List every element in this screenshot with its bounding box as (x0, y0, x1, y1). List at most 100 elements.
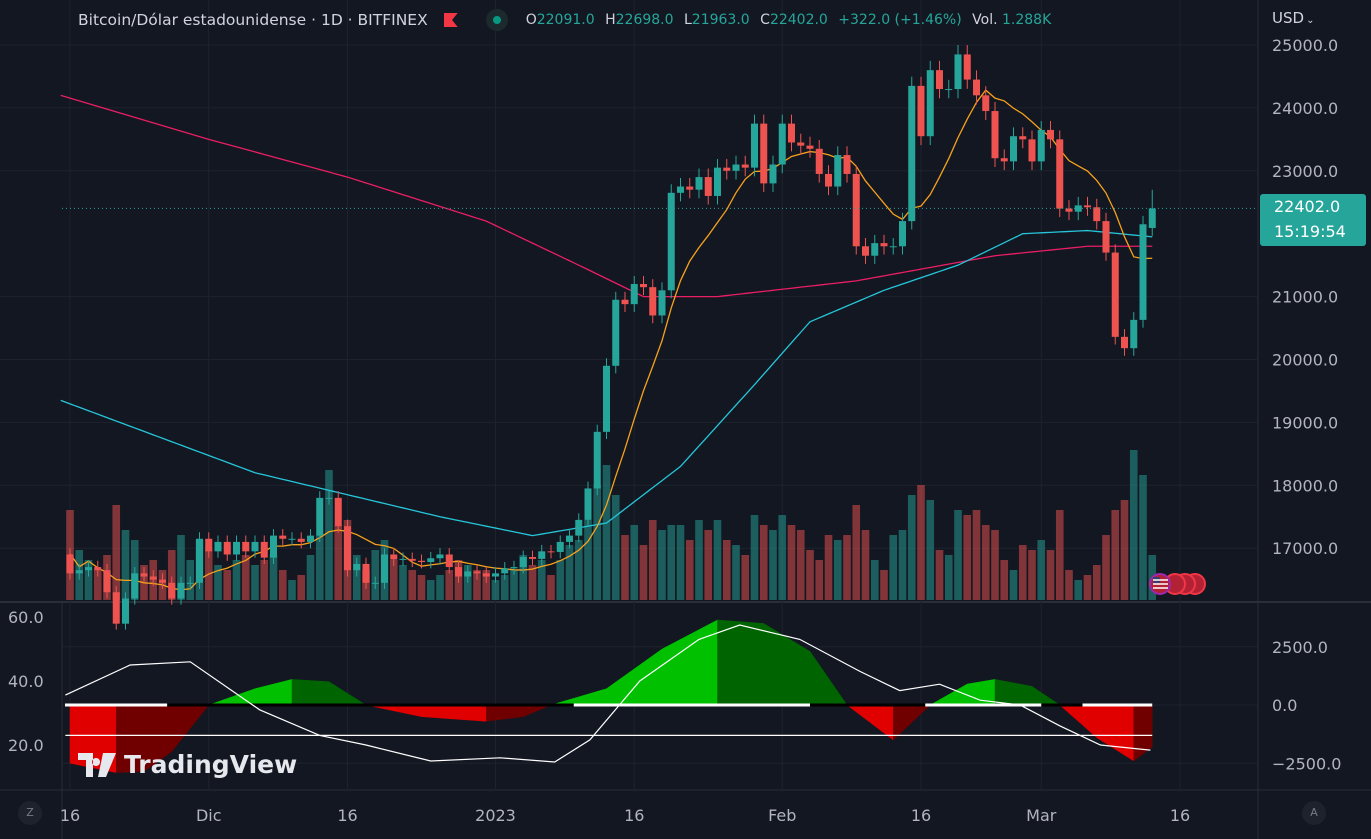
momentum-bar (740, 621, 746, 706)
momentum-bar (791, 639, 797, 706)
candle-body (168, 582, 176, 599)
momentum-bar (444, 704, 450, 719)
candle (103, 563, 111, 599)
candle (815, 139, 823, 183)
candle (159, 573, 166, 590)
volume-bar (759, 525, 768, 600)
candle (834, 146, 842, 196)
volume-bar (121, 530, 130, 600)
tradingview-logo[interactable]: TradingView (78, 750, 297, 779)
candle (667, 184, 675, 299)
candle-body (140, 573, 148, 577)
volume-bar (426, 580, 435, 600)
momentum-bar (523, 704, 529, 718)
volume-series (66, 450, 1157, 600)
volume-bar (972, 510, 981, 600)
open-label: O (525, 12, 537, 28)
candle (1130, 312, 1138, 356)
volume-bar (843, 535, 851, 600)
market-status-icon[interactable] (485, 9, 508, 31)
momentum-bar (772, 628, 778, 706)
candle (112, 586, 120, 630)
momentum-bar (282, 680, 288, 706)
candle-body (825, 173, 832, 187)
candle (741, 155, 749, 177)
momentum-bar (814, 657, 820, 706)
volume-bar (167, 550, 176, 600)
momentum-bar (680, 636, 686, 706)
volume-bar (833, 540, 842, 600)
candle-body (353, 563, 361, 571)
candle (408, 552, 416, 568)
candle-body (797, 142, 805, 146)
candle (307, 529, 314, 549)
momentum-bar (338, 687, 344, 706)
candle (510, 560, 518, 575)
candle-body (1037, 129, 1045, 162)
candle (677, 177, 684, 202)
candle (926, 60, 934, 146)
candle (1148, 189, 1156, 237)
low-label: L (683, 12, 692, 28)
momentum-bar (809, 650, 815, 706)
momentum-bar (481, 704, 487, 722)
candle-body (371, 582, 379, 584)
momentum-bar (726, 620, 732, 706)
candle-body (612, 299, 620, 366)
volume-bar (639, 545, 648, 600)
candle-body (196, 538, 203, 583)
candle-body (852, 173, 860, 247)
candle (1139, 215, 1147, 328)
momentum-bar (583, 693, 589, 706)
osc-right-tick-label: 0.0 (1272, 696, 1297, 715)
candle-body (66, 554, 74, 574)
candle (760, 114, 768, 192)
candle (1047, 120, 1054, 149)
momentum-bar (638, 661, 644, 706)
volume-bar (593, 485, 602, 600)
candle-body (344, 526, 351, 571)
volume-bar (297, 575, 306, 600)
volume-bar (482, 570, 491, 600)
candle-body (1121, 336, 1128, 349)
momentum-bar (453, 704, 459, 720)
momentum-bar (328, 681, 334, 706)
volume-bar (223, 570, 232, 600)
candle-body (223, 541, 231, 555)
momentum-bar (731, 620, 737, 706)
momentum-bar (435, 704, 441, 719)
momentum-bar (305, 679, 311, 706)
candle-body (112, 592, 120, 624)
momentum-bar (883, 704, 889, 737)
volume-bar (1046, 550, 1055, 600)
ohlc-values: O22091.0 H22698.0 L21963.0 C22402.0 +322… (526, 12, 1058, 28)
candle-body (390, 554, 398, 560)
currency-selector[interactable]: USD ⌄ (1272, 9, 1314, 27)
zoom-reset-button[interactable]: Z (18, 801, 42, 825)
volume-bar (861, 530, 870, 600)
momentum-bar (430, 704, 436, 718)
volume-bar (778, 515, 787, 600)
momentum-bar (458, 704, 464, 720)
volume-bar (241, 555, 250, 600)
flag-icon[interactable] (443, 13, 458, 27)
candle (233, 535, 240, 561)
momentum-bar (624, 671, 630, 706)
candle-body (954, 54, 962, 90)
candle (353, 557, 361, 577)
candle-body (899, 221, 906, 247)
auto-scale-button[interactable]: A (1302, 801, 1326, 825)
volume-bar (981, 525, 990, 600)
candle-body (519, 557, 527, 568)
candle-body (889, 246, 897, 248)
volume-bar (371, 550, 380, 600)
momentum-bar (1031, 685, 1037, 706)
momentum-bar (948, 691, 954, 706)
candle (381, 548, 388, 590)
candle-body (1010, 136, 1017, 162)
candle-body (732, 164, 740, 171)
symbol-title[interactable]: Bitcoin/Dólar estadounidense · 1D · BITF… (78, 11, 428, 29)
candle (991, 102, 999, 167)
candle-series (66, 45, 1156, 630)
